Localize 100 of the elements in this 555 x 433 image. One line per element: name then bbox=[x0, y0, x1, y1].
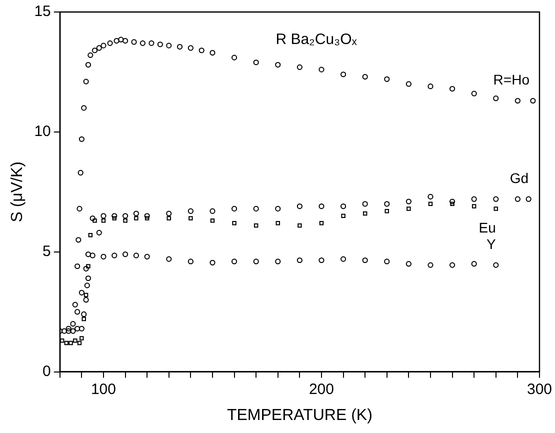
point bbox=[85, 62, 92, 68]
point bbox=[384, 208, 390, 214]
point bbox=[472, 204, 476, 208]
point bbox=[83, 297, 89, 303]
point bbox=[231, 206, 238, 212]
point bbox=[81, 311, 87, 318]
point bbox=[296, 64, 302, 70]
point bbox=[319, 220, 324, 226]
point bbox=[254, 223, 258, 228]
point bbox=[253, 60, 259, 66]
series-label: Gd bbox=[510, 170, 529, 186]
point bbox=[384, 76, 390, 82]
point bbox=[406, 206, 411, 211]
point bbox=[144, 213, 150, 219]
point bbox=[384, 201, 390, 207]
point bbox=[166, 210, 172, 216]
point bbox=[68, 340, 73, 346]
y-axis-title: S (μV/K) bbox=[9, 162, 26, 222]
point bbox=[166, 42, 172, 48]
point bbox=[318, 66, 324, 72]
point bbox=[166, 256, 172, 262]
point bbox=[107, 40, 113, 46]
x-axis-title: TEMPERATURE (K) bbox=[226, 406, 372, 424]
point bbox=[471, 90, 477, 96]
point bbox=[471, 261, 477, 267]
point bbox=[157, 42, 163, 48]
point bbox=[122, 38, 128, 44]
point bbox=[275, 258, 281, 264]
point bbox=[100, 254, 106, 260]
point bbox=[76, 237, 82, 243]
point bbox=[428, 84, 434, 90]
point bbox=[210, 50, 216, 56]
point bbox=[493, 262, 499, 268]
point bbox=[188, 216, 193, 220]
point bbox=[406, 261, 412, 267]
point bbox=[123, 218, 128, 223]
point bbox=[112, 213, 118, 219]
point bbox=[210, 260, 216, 266]
point bbox=[362, 211, 368, 216]
point bbox=[428, 262, 434, 268]
point bbox=[144, 254, 150, 260]
point bbox=[188, 258, 194, 264]
y-tick-label: 10 bbox=[34, 123, 51, 140]
point bbox=[61, 328, 68, 334]
point bbox=[73, 338, 78, 343]
point bbox=[84, 282, 90, 288]
point bbox=[78, 170, 84, 176]
point bbox=[88, 232, 93, 238]
point bbox=[296, 203, 302, 210]
point bbox=[74, 263, 80, 270]
point bbox=[140, 40, 146, 46]
point bbox=[118, 36, 124, 42]
point bbox=[83, 78, 89, 84]
point bbox=[231, 258, 238, 264]
point bbox=[88, 52, 94, 58]
point bbox=[526, 196, 532, 202]
point bbox=[494, 206, 498, 211]
point bbox=[133, 210, 139, 216]
point bbox=[96, 230, 102, 236]
point bbox=[530, 98, 536, 104]
point bbox=[90, 252, 96, 258]
point bbox=[276, 220, 280, 226]
point bbox=[134, 216, 138, 220]
point bbox=[340, 256, 346, 262]
point bbox=[64, 340, 69, 346]
x-tick-label: 300 bbox=[526, 380, 552, 398]
point bbox=[74, 309, 80, 315]
point bbox=[86, 264, 90, 268]
point bbox=[253, 206, 259, 212]
point bbox=[70, 321, 76, 327]
x-tick-label: 100 bbox=[90, 380, 116, 398]
point bbox=[80, 336, 84, 340]
point bbox=[122, 251, 128, 258]
point bbox=[83, 266, 89, 272]
point bbox=[188, 45, 194, 51]
point bbox=[188, 208, 194, 214]
point bbox=[449, 86, 456, 92]
point bbox=[406, 81, 412, 87]
point bbox=[232, 220, 236, 226]
point bbox=[72, 302, 78, 308]
point bbox=[114, 38, 120, 44]
point bbox=[471, 196, 477, 202]
point bbox=[166, 216, 172, 220]
point bbox=[493, 196, 499, 202]
point bbox=[78, 290, 84, 296]
point bbox=[78, 326, 84, 332]
point bbox=[275, 62, 281, 68]
point bbox=[176, 44, 183, 50]
point bbox=[77, 340, 82, 346]
point bbox=[96, 45, 102, 51]
point bbox=[384, 258, 390, 264]
point bbox=[318, 203, 324, 210]
point bbox=[78, 136, 84, 142]
point bbox=[131, 39, 137, 45]
point bbox=[84, 292, 88, 298]
point bbox=[74, 326, 80, 332]
point bbox=[449, 198, 456, 204]
point bbox=[100, 42, 106, 48]
point bbox=[148, 40, 154, 46]
point bbox=[231, 54, 238, 60]
